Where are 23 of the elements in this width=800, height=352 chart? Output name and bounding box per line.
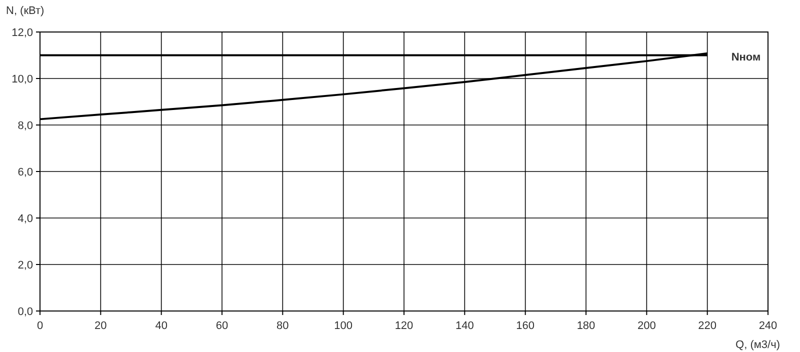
- y-tick-label: 2,0: [18, 260, 33, 272]
- x-tick-label: 40: [155, 320, 168, 332]
- y-tick-label: 6,0: [18, 166, 33, 178]
- y-tick-label: 10,0: [12, 74, 33, 86]
- x-tick-label: 100: [334, 320, 353, 332]
- y-tick-label: 12,0: [12, 27, 33, 39]
- x-tick-label: 200: [637, 320, 656, 332]
- y-axis-title: N, (кВт): [6, 5, 44, 17]
- x-tick-label: 60: [216, 320, 228, 332]
- x-tick-label: 140: [455, 320, 474, 332]
- x-axis-title: Q, (м3/ч): [736, 339, 780, 351]
- y-tick-label: 0,0: [18, 306, 33, 318]
- x-tick-label: 220: [698, 320, 717, 332]
- text: Nном: [731, 51, 761, 64]
- x-tick-label: 20: [94, 320, 107, 332]
- x-tick-label: 240: [758, 320, 778, 332]
- x-tick-label: 180: [576, 320, 596, 332]
- x-tick-label: 120: [394, 320, 414, 332]
- x-tick-label: 0: [36, 320, 44, 332]
- y-tick-label: 8,0: [18, 120, 33, 132]
- x-tick-label: 80: [276, 320, 289, 332]
- x-tick-label: 160: [516, 320, 535, 332]
- y-tick-label: 4,0: [18, 213, 33, 225]
